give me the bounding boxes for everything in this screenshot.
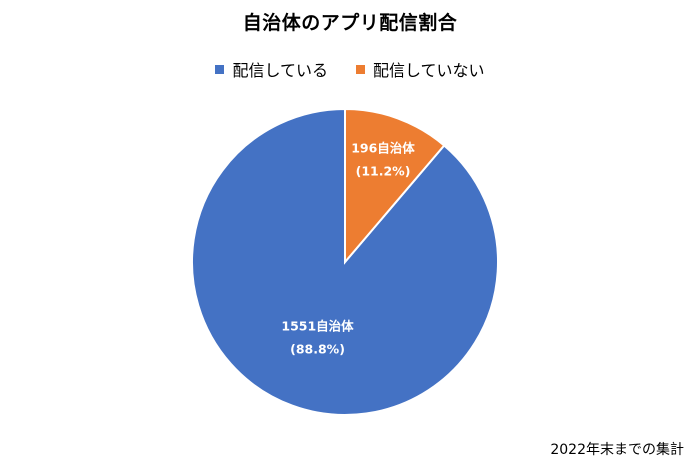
data-label-percent-not-delivering: (11.2%) <box>356 164 411 179</box>
legend-item-not-delivering: 配信していない <box>356 57 485 81</box>
data-label-count-delivering: 1551自治体 <box>281 319 354 334</box>
legend-label-not-delivering: 配信していない <box>373 61 485 80</box>
pie-labels: 1551自治体 (88.8%) 196自治体 (11.2%) <box>281 141 415 357</box>
pie-slices <box>191 107 499 416</box>
legend-swatch-not-delivering <box>356 64 365 74</box>
data-label-percent-delivering: (88.8%) <box>290 342 345 357</box>
pie-slice-not-delivering <box>344 107 446 265</box>
data-label-count-not-delivering: 196自治体 <box>351 141 415 156</box>
chart-title: 自治体のアプリ配信割合 <box>242 12 458 34</box>
footnote: 2022年末までの集計 <box>550 442 684 458</box>
legend-label-delivering: 配信している <box>232 61 328 80</box>
legend-swatch-delivering <box>215 64 225 74</box>
legend-item-delivering: 配信している <box>215 57 328 81</box>
legend: 配信している 配信していない <box>0 57 700 81</box>
